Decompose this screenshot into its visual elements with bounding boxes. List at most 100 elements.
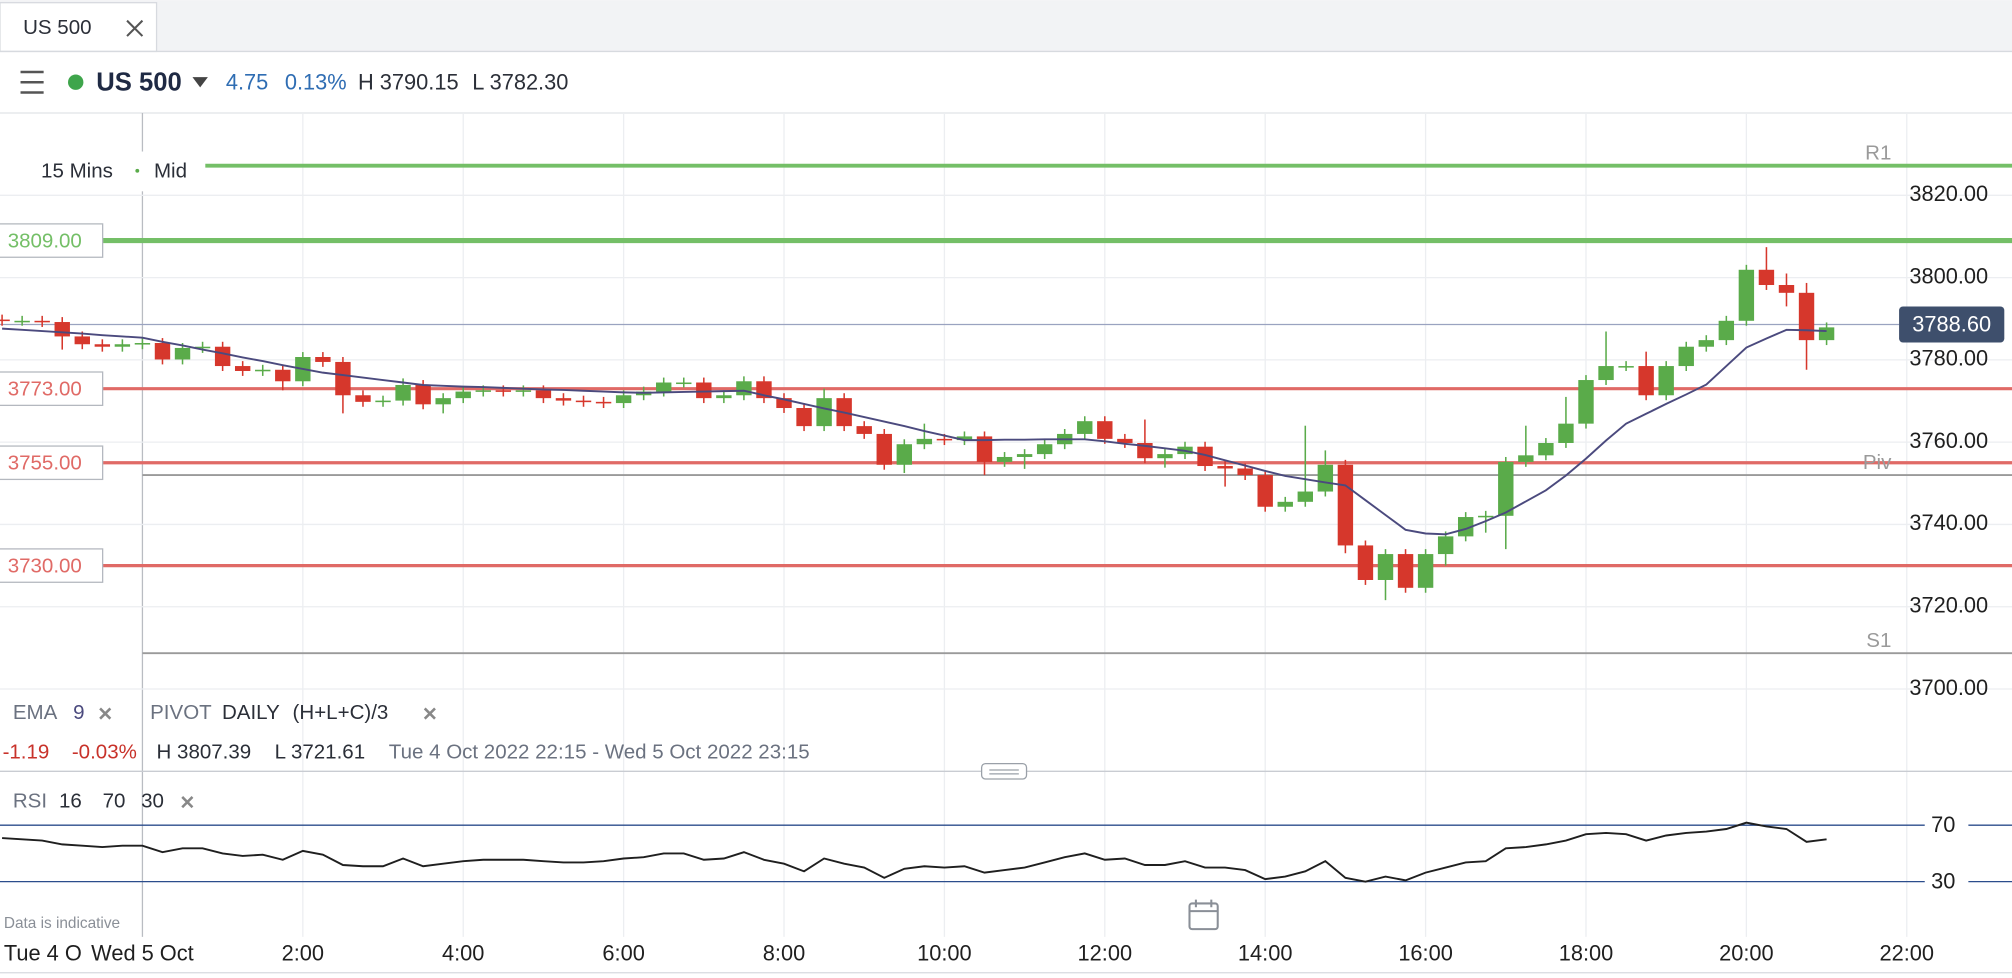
candle-body: [194, 346, 211, 349]
candle-body: [1036, 444, 1053, 455]
candle-body: [896, 444, 913, 465]
x-tick-label: 18:00: [1559, 941, 1614, 966]
candle-body: [114, 344, 131, 347]
ema-name: EMA: [13, 701, 58, 724]
disclaimer: Data is indicative: [4, 915, 120, 932]
candle-body: [154, 343, 171, 360]
candle-body: [1297, 491, 1313, 502]
candle-body: [1417, 554, 1434, 588]
x-tick-label: 12:00: [1078, 941, 1133, 966]
price-type[interactable]: Mid: [154, 159, 187, 182]
tab[interactable]: [0, 2, 158, 53]
interval[interactable]: 15 Mins: [41, 159, 113, 182]
change-pct: 0.13%: [285, 69, 347, 94]
candle-body: [335, 361, 351, 396]
candle-body: [214, 346, 231, 367]
pivot-remove[interactable]: [423, 707, 436, 720]
x-tick-label: 16:00: [1398, 941, 1453, 966]
grid: [0, 113, 2012, 937]
candle-body: [1337, 464, 1354, 546]
calendar-button[interactable]: [1188, 899, 1219, 931]
candle-body: [656, 382, 672, 392]
calendar-icon[interactable]: [1188, 902, 1219, 931]
instrument-dropdown[interactable]: [192, 77, 208, 88]
candle-body: [716, 395, 732, 399]
candle-body: [1498, 461, 1514, 516]
y-tick-label: 3720.00: [1909, 592, 1988, 617]
candle-body: [796, 408, 812, 427]
candle-body: [1618, 366, 1634, 368]
x-tick-label: Wed 5 Oct: [91, 941, 194, 966]
y-tick-label: 3780.00: [1909, 346, 1988, 371]
rsi-name: RSI: [13, 790, 47, 813]
x-tick-label: 4:00: [442, 941, 484, 966]
candle-body: [615, 395, 632, 404]
candle-body: [475, 390, 491, 392]
rsi-oversold: 30: [141, 790, 164, 813]
level-label-box: [0, 548, 104, 583]
calendar-icon-detail: [1189, 899, 1218, 913]
candle-body: [1016, 454, 1033, 457]
x-tick-label: 6:00: [602, 941, 644, 966]
tab-close[interactable]: [126, 19, 144, 37]
ema-remove[interactable]: [99, 707, 112, 720]
y-tick-label: 3700.00: [1909, 675, 1988, 700]
candle-body: [976, 436, 993, 462]
candle-body: [495, 390, 512, 392]
plot: [0, 163, 2012, 883]
candle-body: [1658, 366, 1674, 396]
pivot-formula: (H+L+C)/3: [293, 701, 389, 724]
candle-body: [455, 391, 471, 399]
axes: Wed 5 Oct 2:00 4:00 6:00 8:00 10:00 12:00 14:00…: [0, 142, 2005, 966]
candle-body: [1578, 380, 1594, 424]
candle-body: [275, 369, 291, 382]
candle-body: [736, 381, 752, 396]
candle-body: [315, 357, 331, 362]
x-tick-label: 8:00: [763, 941, 805, 966]
x-tick-label: 14:00: [1238, 941, 1293, 966]
candle-body: [255, 369, 271, 372]
rsi-overbought: 70: [103, 790, 126, 813]
rsi-period: 16: [59, 790, 82, 813]
candle-body: [415, 384, 431, 405]
pane-resize-handle[interactable]: [980, 762, 1028, 780]
candle-body: [54, 322, 70, 337]
rsi-tick-bg: [1924, 868, 1969, 895]
candle-body: [375, 400, 391, 403]
candle-body: [1598, 366, 1614, 381]
rsi-tick-label: 70: [1931, 812, 1955, 837]
menu-button[interactable]: [20, 70, 44, 94]
last-price-box: [1899, 306, 2005, 343]
handle-grip: [989, 769, 1019, 775]
low: L 3782.30: [472, 69, 568, 94]
x-tick-label: 2:00: [282, 941, 324, 966]
candle-body: [1377, 554, 1394, 580]
candle-body: [595, 401, 612, 404]
change: 4.75: [226, 69, 268, 94]
candle-body: [676, 382, 692, 385]
candle-body: [1217, 466, 1233, 469]
candle-body: [1257, 475, 1273, 507]
pivot-label: S1: [1866, 629, 1891, 652]
candle-body: [1117, 438, 1133, 443]
x-tick-label: 10:00: [917, 941, 972, 966]
pivot-label: R1: [1865, 142, 1891, 165]
level-label: 3773.00: [8, 377, 82, 400]
interval-box: [25, 151, 206, 192]
summary-change-pct: -0.03%: [72, 741, 137, 764]
candle-body: [1638, 366, 1654, 396]
candle-body: [34, 320, 50, 323]
tab-bar: [0, 0, 2012, 52]
candle-body: [816, 398, 832, 427]
candle-body: [1437, 536, 1454, 555]
level-label: 3755.00: [8, 451, 82, 474]
rsi-line: [2, 821, 1827, 883]
tab-title[interactable]: US 500: [23, 16, 91, 39]
rsi-remove[interactable]: [181, 796, 194, 809]
candle-body: [1518, 455, 1534, 462]
x-tick-label: 20:00: [1719, 941, 1774, 966]
summary-low: L 3721.61: [275, 741, 366, 764]
separator-dot: [135, 168, 140, 173]
instrument[interactable]: US 500: [96, 68, 182, 96]
